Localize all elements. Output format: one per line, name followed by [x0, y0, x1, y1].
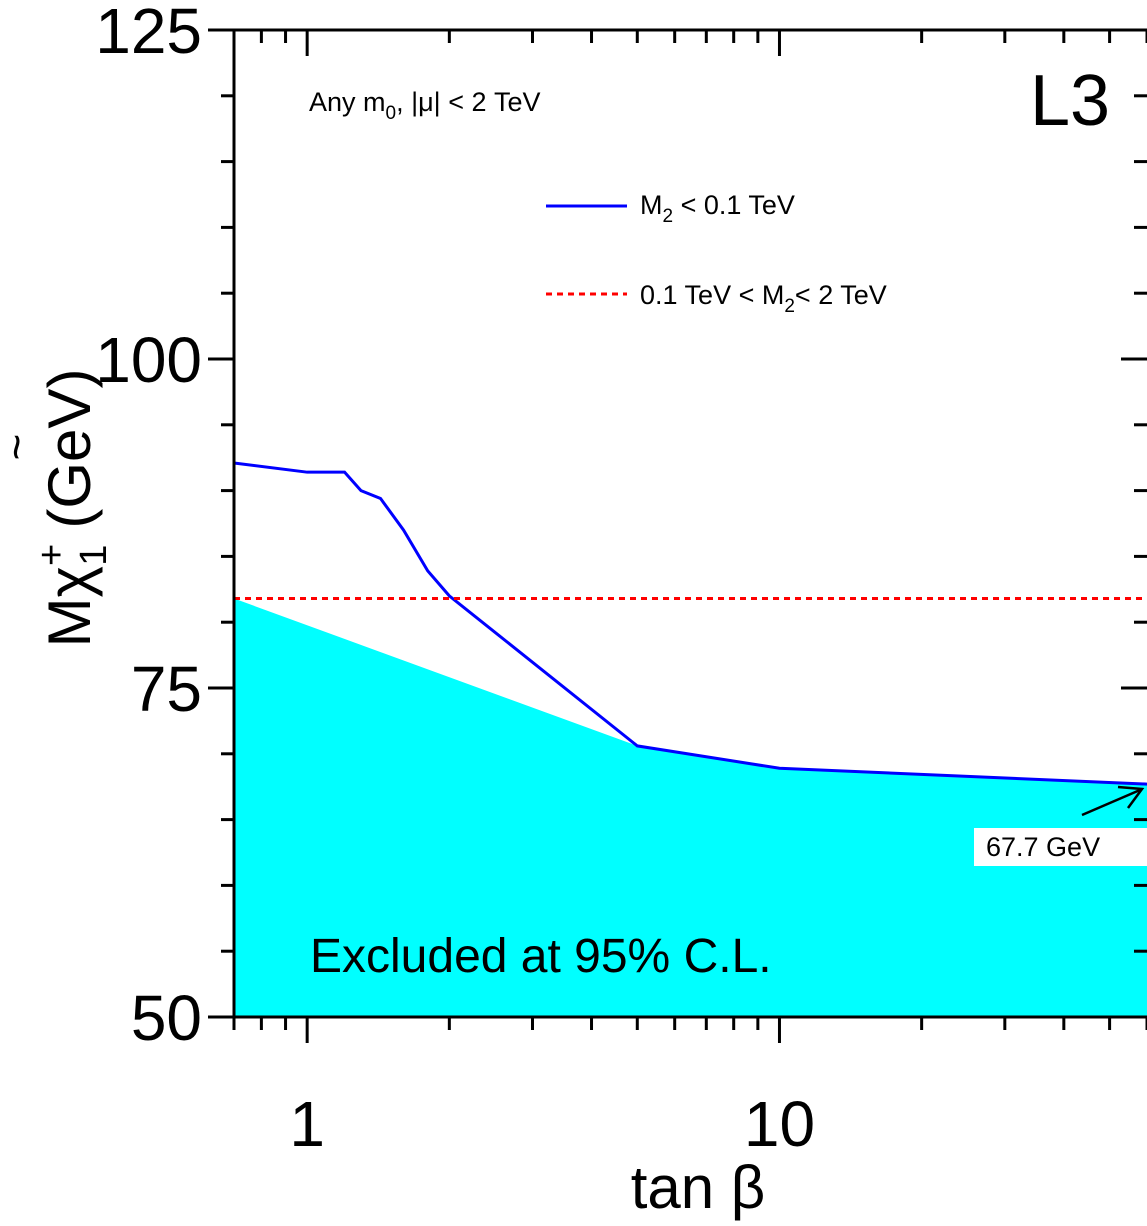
- y-tick-label: 100: [95, 324, 202, 396]
- annotation-label: 67.7 GeV: [986, 832, 1100, 862]
- legend-label-m2-high: 0.1 TeV < M2< 2 TeV: [640, 280, 887, 317]
- legend-label-m2-low: M2 < 0.1 TeV: [640, 190, 795, 227]
- series-line-0: [233, 461, 1147, 786]
- excluded-region-label: Excluded at 95% C.L.: [310, 930, 772, 983]
- y-axis-title: Mχ+1(GeV): [31, 369, 115, 648]
- x-axis-title: tan β: [631, 1154, 766, 1221]
- axes-layer: [208, 28, 1147, 1043]
- y-tick-label: 125: [95, 0, 202, 67]
- conditions-label: Any m0, |μ| < 2 TeV: [309, 87, 541, 124]
- y-tick-label: 50: [131, 982, 202, 1054]
- ticks-layer: [208, 28, 1147, 1043]
- experiment-label: L3: [1030, 61, 1110, 141]
- annotation-arrow: [1081, 785, 1145, 817]
- x-tick-label: 1: [289, 1088, 325, 1160]
- labels-layer: 1 10 50 75 100 125: [95, 0, 815, 1160]
- annotation-label-box: [974, 828, 1147, 866]
- x-tick-label: 10: [744, 1088, 815, 1160]
- y-axis-title-tilde: ~: [0, 434, 42, 461]
- excluded-region-layer: [234, 598, 1147, 1017]
- y-tick-label: 75: [131, 653, 202, 725]
- excluded-region: [234, 598, 1147, 1017]
